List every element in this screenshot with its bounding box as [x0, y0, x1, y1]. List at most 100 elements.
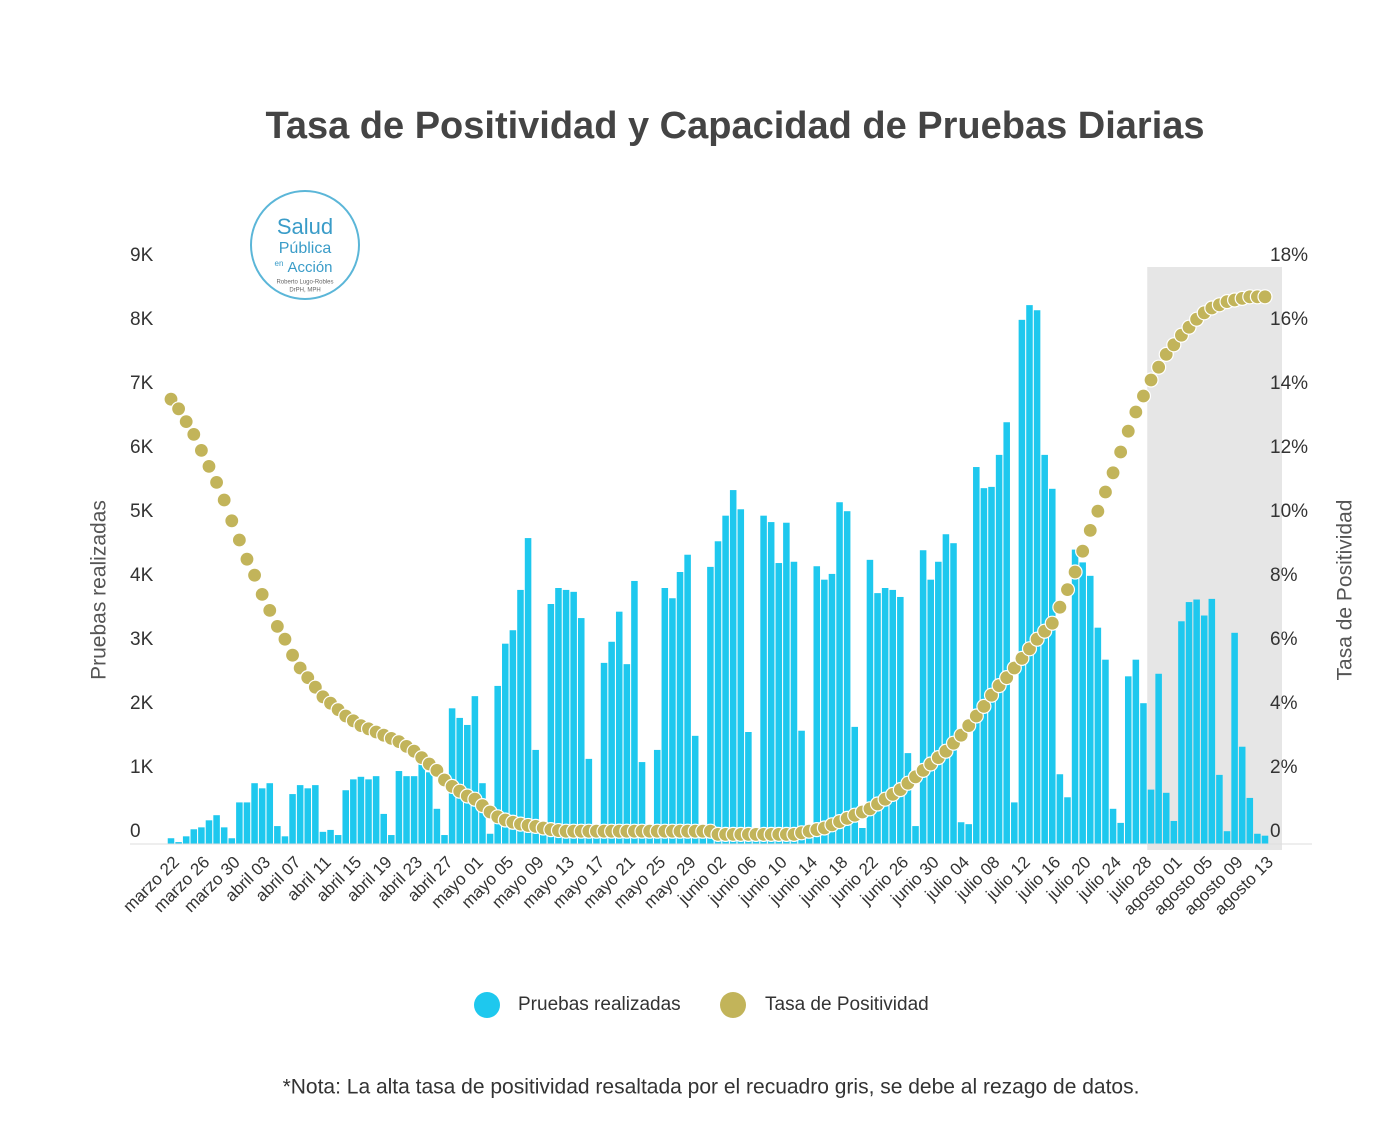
- bar: [471, 696, 479, 844]
- dot: [1059, 581, 1076, 598]
- bar: [479, 783, 486, 844]
- bar: [182, 836, 190, 844]
- bar: [1200, 615, 1208, 844]
- bar: [707, 566, 714, 844]
- dot: [1105, 465, 1121, 481]
- bar: [1185, 602, 1193, 844]
- bar: [1155, 673, 1162, 844]
- bar: [175, 842, 182, 844]
- y2-tick-label: 4%: [1270, 693, 1298, 714]
- bar: [236, 802, 243, 844]
- bar: [646, 835, 653, 844]
- y2-tick-label: 12%: [1270, 437, 1308, 458]
- y-axis-title: Pruebas realizadas: [88, 500, 111, 680]
- bar: [312, 785, 319, 844]
- bar: [319, 831, 327, 844]
- bar: [767, 522, 775, 844]
- bar: [357, 776, 365, 844]
- bar: [631, 580, 638, 844]
- dot: [269, 618, 285, 635]
- logo-text: Salud: [277, 214, 333, 239]
- bar: [608, 641, 615, 844]
- logo: Salud Pública en Acción Roberto Lugo-Rob…: [250, 190, 360, 300]
- bar: [1086, 575, 1094, 844]
- bar: [494, 685, 501, 844]
- bar: [1026, 305, 1033, 844]
- bar: [714, 541, 722, 844]
- bar: [874, 593, 881, 844]
- bar: [950, 543, 957, 844]
- legend-swatch: [474, 992, 500, 1018]
- bar: [585, 758, 593, 844]
- y-tick-label: 6K: [130, 437, 154, 458]
- dot: [1067, 564, 1083, 580]
- logo-ring: [250, 190, 360, 300]
- bar: [615, 611, 623, 844]
- bar: [851, 726, 859, 844]
- dot: [193, 442, 209, 458]
- bar: [737, 509, 745, 844]
- y2-tick-label: 8%: [1270, 565, 1298, 586]
- bar: [836, 502, 843, 844]
- legend-label: Pruebas realizadas: [518, 994, 681, 1015]
- bar: [403, 776, 410, 844]
- bar: [1170, 820, 1178, 844]
- y2-tick-label: 10%: [1270, 501, 1308, 522]
- bar: [1246, 797, 1254, 844]
- note: *Nota: La alta tasa de positividad resal…: [283, 1076, 1140, 1099]
- bar: [524, 538, 532, 844]
- bar: [1140, 703, 1147, 844]
- bar: [448, 708, 456, 844]
- bar: [1071, 549, 1079, 844]
- bar: [1033, 310, 1041, 844]
- dot: [1120, 423, 1136, 439]
- bar: [813, 566, 821, 844]
- bar: [965, 824, 972, 844]
- bar: [372, 776, 380, 844]
- bar: [653, 749, 661, 844]
- dot: [1044, 615, 1060, 631]
- y2-tick-label: 0: [1270, 821, 1281, 842]
- bar: [456, 717, 463, 844]
- bar: [638, 762, 646, 844]
- bar: [783, 522, 790, 844]
- bar: [1193, 599, 1200, 844]
- bar: [684, 554, 691, 844]
- y-tick-label: 1K: [130, 757, 154, 778]
- bar: [380, 813, 387, 844]
- dot: [186, 426, 202, 442]
- bar: [1223, 831, 1231, 844]
- bar: [661, 588, 669, 844]
- dot: [1113, 444, 1129, 460]
- bar: [517, 589, 524, 844]
- bar: [957, 822, 965, 844]
- dot: [1151, 359, 1167, 375]
- bar: [843, 511, 851, 844]
- bar: [502, 643, 509, 844]
- bar: [593, 835, 600, 844]
- dot: [1257, 289, 1273, 305]
- bar: [980, 488, 988, 844]
- bar: [805, 835, 813, 844]
- y2-tick-label: 2%: [1270, 757, 1298, 778]
- dot: [201, 458, 217, 474]
- dot: [254, 586, 270, 603]
- y-tick-label: 7K: [130, 373, 154, 394]
- logo-text: Pública: [279, 240, 332, 257]
- logo-text: Acción: [287, 259, 332, 276]
- bar: [1162, 792, 1170, 844]
- bar: [760, 515, 767, 844]
- bar: [927, 579, 934, 844]
- y-tick-label: 4K: [130, 565, 154, 586]
- bar: [547, 604, 555, 844]
- dot: [262, 602, 278, 619]
- legend-swatch: [720, 992, 746, 1018]
- dot: [1143, 372, 1159, 388]
- dot: [178, 414, 194, 430]
- dot: [216, 492, 232, 508]
- bar: [1064, 797, 1071, 844]
- bar: [1124, 676, 1132, 844]
- logo-text: DrPH, MPH: [289, 288, 320, 294]
- bar: [1011, 802, 1018, 844]
- dot: [246, 567, 263, 583]
